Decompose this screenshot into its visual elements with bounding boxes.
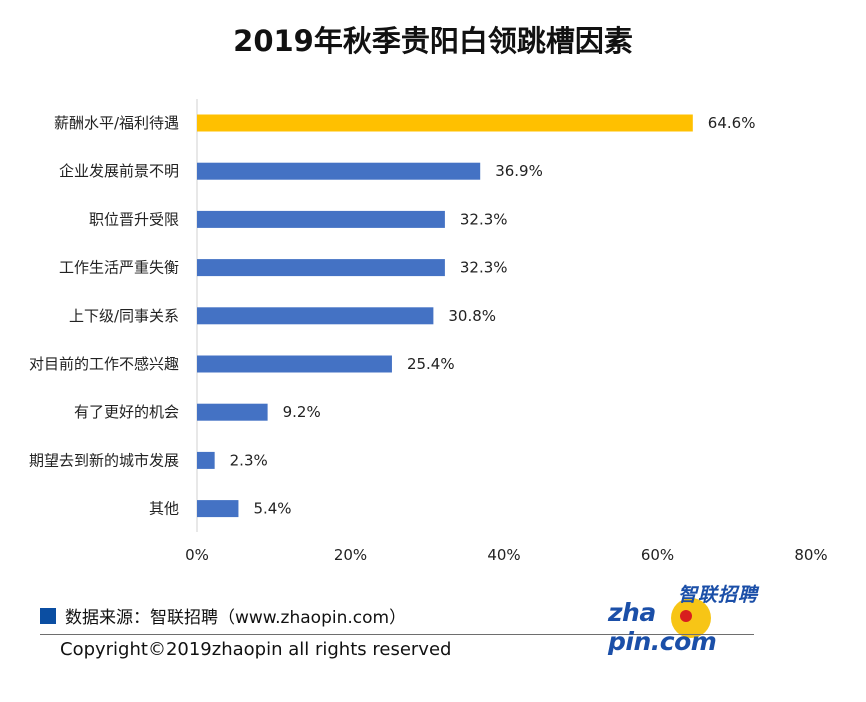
data-label: 36.9% [495, 162, 543, 180]
x-tick-label: 0% [185, 546, 209, 564]
bar [197, 162, 481, 180]
footer-divider [40, 634, 754, 635]
logo-en-text: zhapin.com [608, 598, 766, 656]
category-label: 有了更好的机会 [74, 403, 179, 421]
x-tick-label: 20% [334, 546, 367, 564]
data-label: 2.3% [230, 451, 268, 469]
bar [197, 307, 434, 325]
bar [197, 114, 693, 132]
data-label: 64.6% [708, 114, 756, 132]
x-tick-label: 60% [641, 546, 674, 564]
logo-dot-icon [680, 610, 692, 622]
data-label: 30.8% [448, 307, 496, 325]
category-label: 工作生活严重失衡 [59, 259, 179, 277]
data-label: 5.4% [253, 500, 291, 518]
category-label: 其他 [149, 500, 179, 518]
x-tick-label: 40% [487, 546, 520, 564]
source-square-icon [40, 607, 56, 624]
category-label: 上下级/同事关系 [69, 307, 179, 325]
category-label: 企业发展前景不明 [59, 162, 179, 180]
logo-en-part1: zha [608, 598, 656, 627]
bar [197, 451, 215, 469]
bar [197, 500, 239, 518]
copyright-text: Copyright©2019zhaopin all rights reserve… [60, 639, 452, 660]
logo-en-part2: pin.com [608, 627, 717, 656]
data-label: 32.3% [460, 210, 508, 228]
zhaopin-logo: 智联招聘 zhapin.com [608, 580, 766, 656]
bar [197, 355, 392, 373]
category-label: 对目前的工作不感兴趣 [29, 355, 179, 373]
data-label: 32.3% [460, 259, 508, 277]
category-label: 期望去到新的城市发展 [29, 451, 179, 469]
category-label: 职位晋升受限 [89, 210, 179, 228]
category-label: 薪酬水平/福利待遇 [54, 114, 179, 132]
logo-cn-text: 智联招聘 [677, 584, 758, 606]
data-label: 25.4% [407, 355, 455, 373]
x-tick-label: 80% [794, 546, 827, 564]
data-label: 9.2% [283, 403, 321, 421]
chart-title: 2019年秋季贵阳白领跳槽因素 [233, 24, 633, 58]
bar [197, 403, 268, 421]
bar [197, 259, 445, 277]
source-text: 数据来源：智联招聘（www.zhaopin.com） [65, 608, 407, 628]
source-note: 数据来源：智联招聘（www.zhaopin.com） [40, 603, 406, 628]
bar [197, 210, 445, 228]
